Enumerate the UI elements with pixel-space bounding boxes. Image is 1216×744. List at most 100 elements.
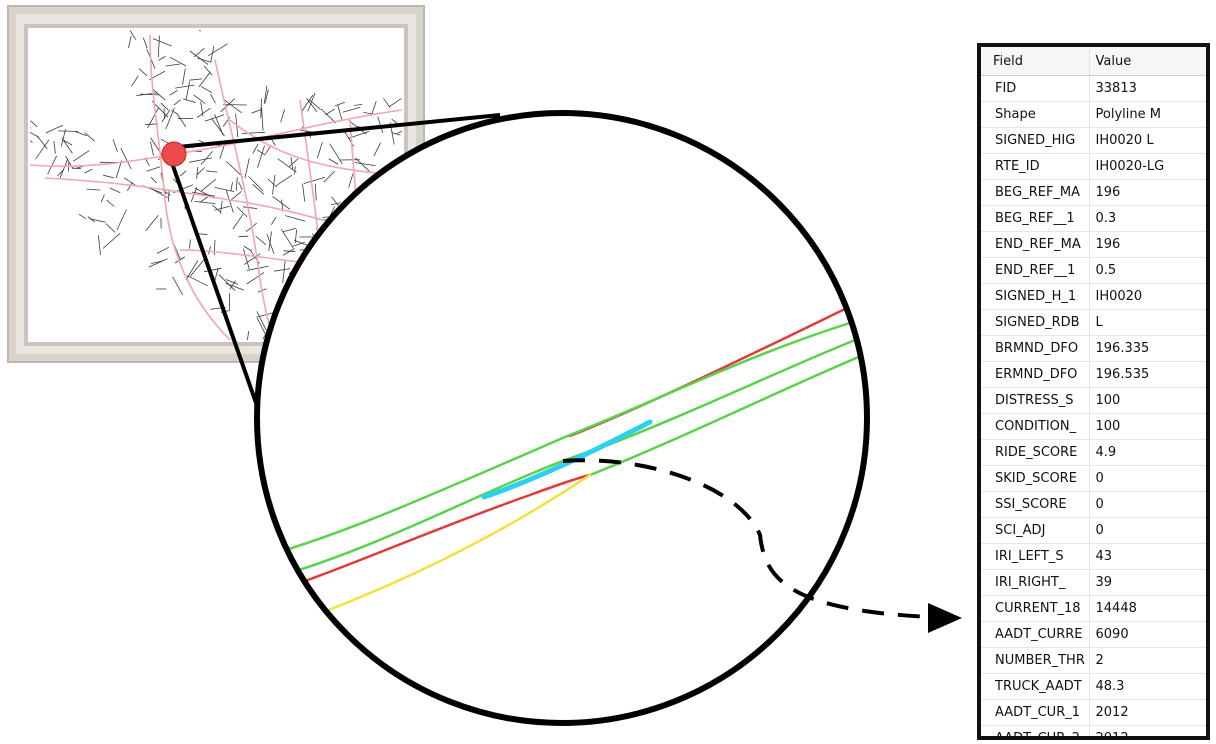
road-segment — [280, 109, 286, 123]
table-row[interactable]: BEG_REF__1 0.3 — [981, 205, 1206, 232]
value-column-header[interactable]: Value — [1089, 47, 1206, 76]
road-segment — [211, 118, 225, 137]
field-name-cell: AADT_CUR_1 — [981, 699, 1090, 726]
field-name-cell: RTE_ID — [981, 153, 1090, 180]
road-segment — [302, 183, 306, 202]
attribute-table: Field Value FID 33813 Shape Polyline M SIGNE… — [981, 47, 1206, 736]
field-name-cell: SKID_SCORE — [981, 465, 1090, 492]
road-segment — [292, 241, 305, 247]
field-name-cell: SIGNED_H_1 — [981, 283, 1090, 310]
table-row[interactable]: NUMBER_THR 2 — [981, 647, 1206, 674]
table-row[interactable]: AADT_CUR_1 2012 — [981, 699, 1206, 726]
table-row[interactable]: RTE_ID IH0020-LG — [981, 153, 1206, 180]
road-segment — [256, 149, 266, 156]
table-row[interactable]: IRI_RIGHT_ 39 — [981, 569, 1206, 596]
road-segment — [152, 38, 172, 47]
road-segment — [165, 63, 181, 67]
table-row[interactable]: DISTRESS_S 100 — [981, 387, 1206, 414]
road-segment — [246, 272, 265, 285]
highway-line — [214, 59, 276, 340]
road-segment — [179, 170, 187, 177]
table-row[interactable]: TRUCK_AADT 48.3 — [981, 673, 1206, 700]
road-segment — [157, 35, 160, 58]
table-row[interactable]: FID 33813 — [981, 75, 1206, 102]
road-segment — [252, 184, 265, 195]
road-segment — [244, 158, 250, 179]
field-value-cell: L — [1089, 309, 1206, 336]
field-name-cell: TRUCK_AADT — [981, 673, 1090, 700]
table-row[interactable]: BRMND_DFO 196.335 — [981, 335, 1206, 362]
road-segment — [323, 170, 336, 183]
road-segment — [396, 130, 402, 135]
field-value-cell: 2 — [1089, 647, 1206, 674]
field-value-cell: 4.9 — [1089, 439, 1206, 466]
road-segment — [241, 131, 265, 134]
pointer-arrow — [562, 458, 931, 619]
table-row[interactable]: IRI_LEFT_S 43 — [981, 543, 1206, 570]
road-segment — [243, 253, 261, 265]
road-segment — [169, 89, 178, 96]
field-name-cell: IRI_LEFT_S — [981, 543, 1090, 570]
table-row[interactable]: SIGNED_RDB L — [981, 309, 1206, 336]
road-segment — [30, 140, 33, 143]
road-segment — [272, 174, 276, 195]
table-row[interactable]: BEG_REF_MA 196 — [981, 179, 1206, 206]
road-segment — [191, 191, 215, 197]
field-name-cell: NUMBER_THR — [981, 647, 1090, 674]
field-name-cell: SCI_ADJ — [981, 517, 1090, 544]
road-segment — [252, 143, 259, 154]
table-row[interactable]: SKID_SCORE 0 — [981, 465, 1206, 492]
road-segment — [285, 215, 306, 222]
table-row[interactable]: AADT_CURRE 6090 — [981, 621, 1206, 648]
road-segment — [112, 139, 118, 152]
table-row[interactable]: Shape Polyline M — [981, 101, 1206, 128]
table-row[interactable]: SIGNED_HIG IH0020 L — [981, 127, 1206, 154]
road-segment — [84, 132, 96, 142]
field-name-cell: BRMND_DFO — [981, 335, 1090, 362]
table-row[interactable]: SCI_ADJ 0 — [981, 517, 1206, 544]
road-segment — [158, 56, 166, 61]
road-segment — [208, 246, 212, 255]
road-segment — [160, 102, 169, 111]
table-row[interactable]: SIGNED_H_1 IH0020 — [981, 283, 1206, 310]
road-segment — [72, 167, 81, 170]
field-column-header[interactable]: Field — [981, 47, 1090, 76]
road-segment — [203, 65, 213, 76]
road-segment — [185, 81, 190, 101]
road-segment — [200, 101, 204, 117]
table-row[interactable]: ERMND_DFO 196.535 — [981, 361, 1206, 388]
road-segment — [266, 234, 275, 254]
road-segment — [276, 174, 293, 186]
road-segment — [223, 99, 242, 114]
table-row[interactable]: SSI_SCORE 0 — [981, 491, 1206, 518]
road-segment — [210, 46, 215, 62]
road-segment — [189, 157, 212, 163]
road-segment — [153, 89, 166, 101]
road-segment — [210, 93, 216, 104]
table-row[interactable]: END_REF__1 0.5 — [981, 257, 1206, 284]
table-row[interactable]: END_REF_MA 196 — [981, 231, 1206, 258]
road-segment — [255, 235, 267, 246]
field-value-cell: 43 — [1089, 543, 1206, 570]
road-segment — [314, 183, 317, 201]
road-segment — [169, 56, 187, 67]
road-segment — [128, 35, 132, 49]
table-row[interactable]: CURRENT_18 14448 — [981, 595, 1206, 622]
table-row[interactable]: RIDE_SCORE 4.9 — [981, 439, 1206, 466]
field-value-cell: IH0020-LG — [1089, 153, 1206, 180]
table-row[interactable]: AADT_CUR_2 2012 — [981, 725, 1206, 736]
road-segment — [190, 259, 205, 277]
road-segment — [196, 167, 199, 179]
table-row[interactable]: CONDITION_ 100 — [981, 413, 1206, 440]
road-segment — [383, 98, 391, 108]
road-segment — [175, 84, 195, 89]
road-segment — [225, 279, 239, 285]
road-segment — [189, 78, 203, 81]
road-segment — [388, 98, 402, 108]
highway-line — [149, 34, 231, 340]
road-segment — [196, 107, 211, 118]
attribute-table-body: FID 33813 Shape Polyline M SIGNED_HIG IH0020 … — [981, 75, 1206, 736]
road-segment — [142, 37, 148, 49]
road-segment — [391, 132, 401, 136]
road-segment — [342, 106, 361, 113]
